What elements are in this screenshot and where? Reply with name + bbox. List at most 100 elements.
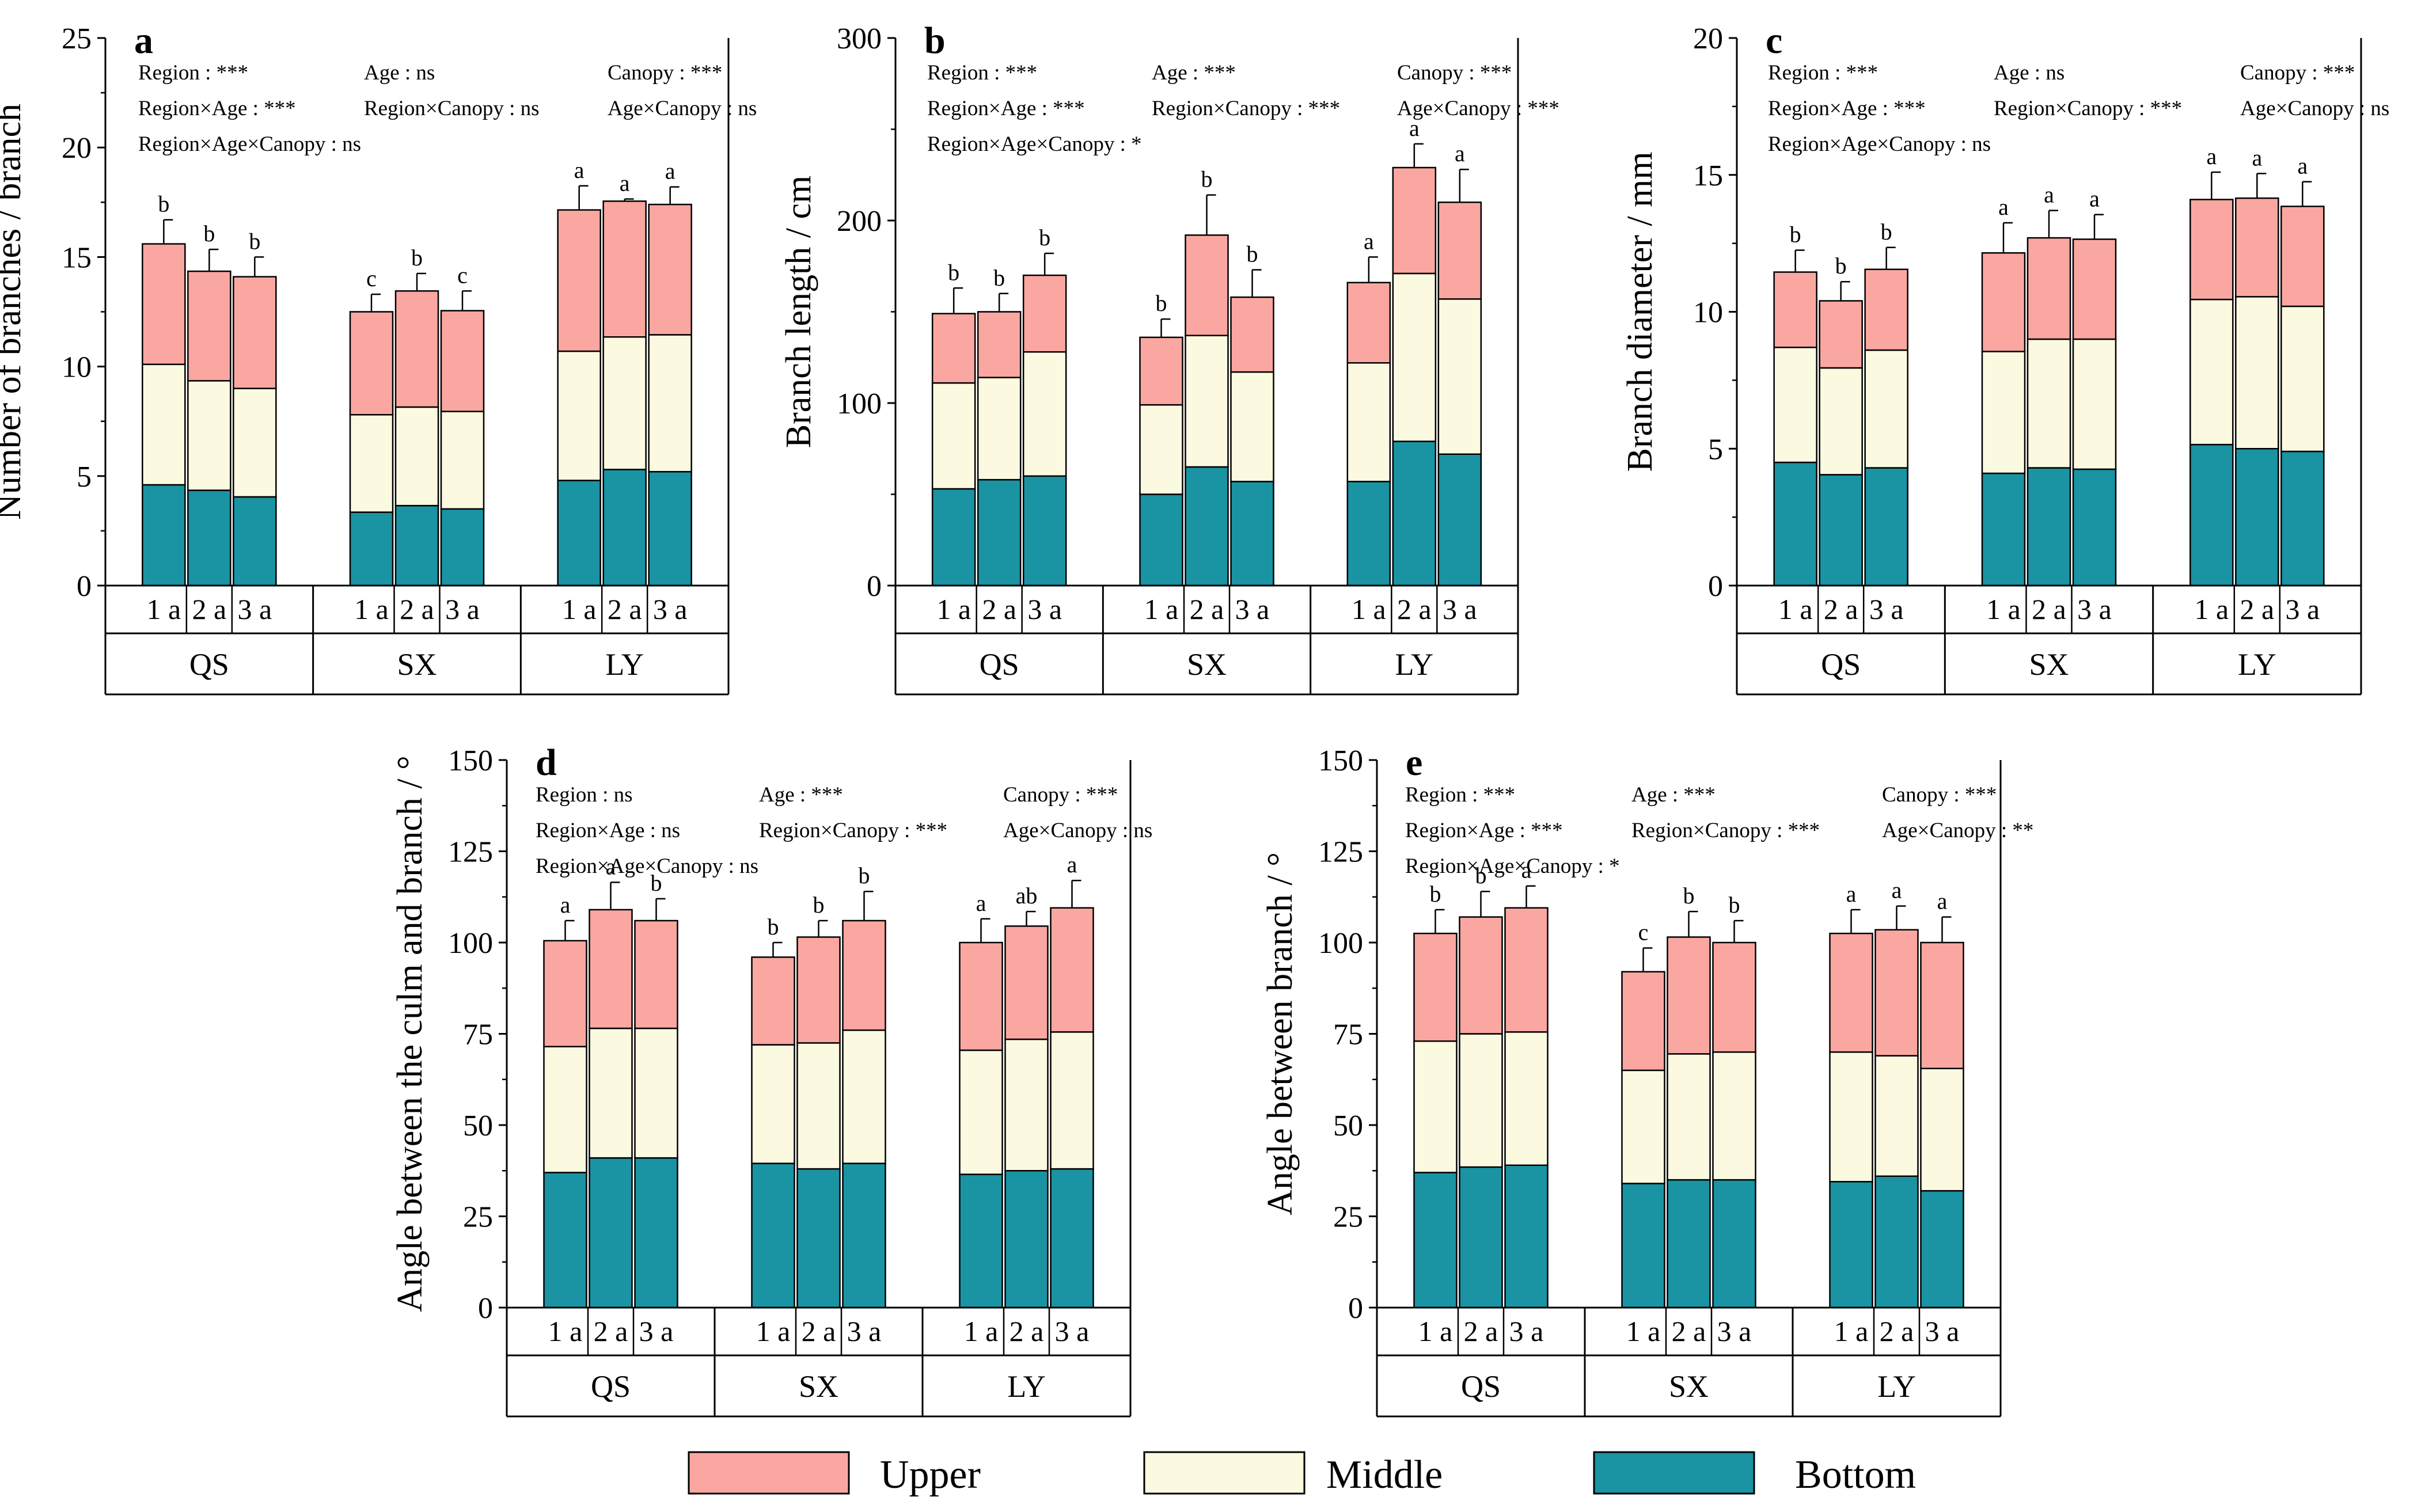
y-axis-label: Number of branches / branch (0, 104, 28, 520)
bar-middle-sx-3 (842, 1029, 886, 1164)
region-label-sx: SX (1187, 647, 1227, 682)
age-label: 2 a (594, 1315, 628, 1347)
significance-letter-upper: a (620, 170, 630, 196)
bar-bottom-ly-2 (2235, 448, 2279, 587)
y-tick-label: 150 (448, 744, 493, 777)
age-label: 1 a (2194, 593, 2229, 625)
age-label: 1 a (146, 593, 181, 625)
bar-middle-qs-2 (977, 377, 1022, 481)
y-tick-label: 200 (837, 205, 882, 238)
stats-annotation: Region×Age×Canopy : ns (536, 854, 758, 878)
significance-letter-upper: b (158, 191, 169, 217)
age-label: 1 a (562, 593, 597, 625)
bar-upper-qs-2 (1819, 300, 1863, 369)
age-label: 1 a (1626, 1315, 1661, 1347)
stats-annotation: Region×Age×Canopy : * (927, 132, 1142, 156)
bar-middle-ly-3 (1437, 298, 1482, 455)
bar-bottom-qs-3 (634, 1157, 678, 1309)
significance-letter-upper: b (1881, 219, 1892, 245)
age-label: 2 a (1190, 593, 1224, 625)
region-label-ly: LY (605, 647, 644, 682)
bar-bottom-qs-1 (1413, 1172, 1458, 1309)
bar-upper-sx-2 (1185, 234, 1229, 336)
bar-middle-sx-2 (1667, 1053, 1711, 1181)
stats-annotation: Region : ns (536, 783, 633, 807)
age-label: 2 a (1397, 593, 1432, 625)
age-label: 1 a (1834, 1315, 1869, 1347)
age-label: 1 a (548, 1315, 583, 1347)
bar-bottom-sx-1 (1139, 493, 1183, 587)
bar-upper-qs-3 (634, 920, 678, 1029)
bar-bottom-sx-1 (349, 511, 394, 587)
significance-letter-upper: a (560, 892, 571, 918)
bar-middle-qs-1 (142, 363, 186, 486)
bar-bottom-ly-1 (2189, 443, 2234, 587)
bar-middle-qs-3 (1022, 351, 1067, 477)
significance-letter-upper: b (1729, 892, 1740, 918)
bar-bottom-qs-2 (589, 1157, 633, 1309)
bar-bottom-ly-3 (648, 470, 692, 587)
bar-middle-ly-1 (959, 1049, 1003, 1175)
bar-upper-ly-3 (2280, 206, 2325, 307)
bar-middle-qs-2 (187, 380, 232, 491)
bar-upper-qs-1 (931, 313, 976, 384)
stats-annotation: Age×Canopy : ** (1882, 819, 2033, 842)
significance-letter-upper: b (948, 259, 959, 285)
age-label: 2 a (1880, 1315, 1914, 1347)
y-tick-label: 0 (867, 570, 882, 603)
bar-middle-ly-2 (602, 336, 647, 470)
bar-middle-sx-3 (1712, 1051, 1756, 1181)
bar-middle-sx-2 (796, 1042, 841, 1170)
stats-annotation: Canopy : *** (2240, 61, 2355, 85)
significance-letter-upper: b (1247, 241, 1258, 267)
age-label: 3 a (1717, 1315, 1752, 1347)
bar-upper-sx-2 (2026, 237, 2071, 340)
stats-annotation: Region×Age×Canopy : * (1405, 854, 1620, 878)
bar-middle-sx-1 (751, 1044, 795, 1164)
bar-middle-ly-1 (2189, 298, 2234, 446)
age-label: 1 a (936, 593, 971, 625)
age-label: 3 a (653, 593, 688, 625)
bar-upper-sx-1 (751, 956, 795, 1046)
y-tick-label: 50 (463, 1110, 493, 1142)
bar-upper-qs-2 (977, 311, 1022, 378)
significance-letter-upper: a (2206, 143, 2217, 169)
y-tick-label: 0 (478, 1292, 493, 1325)
age-label: 1 a (1778, 593, 1813, 625)
bar-upper-ly-2 (2235, 197, 2279, 298)
bar-middle-sx-2 (1185, 335, 1229, 468)
bar-bottom-sx-2 (2026, 467, 2071, 587)
panel-label: e (1406, 742, 1422, 784)
stats-annotation: Age×Canopy : ns (608, 97, 757, 120)
bar-middle-sx-1 (1981, 351, 2026, 474)
bar-bottom-sx-2 (796, 1168, 841, 1309)
bar-upper-qs-1 (543, 940, 587, 1047)
bar-upper-qs-1 (142, 243, 186, 366)
bar-bottom-ly-3 (1920, 1190, 1964, 1309)
significance-letter-upper: b (768, 914, 779, 940)
stats-annotation: Canopy : *** (608, 61, 722, 85)
age-label: 3 a (1027, 593, 1062, 625)
bar-bottom-sx-3 (842, 1163, 886, 1309)
bar-upper-qs-2 (187, 270, 232, 382)
y-tick-label: 20 (1693, 22, 1723, 55)
bar-middle-qs-2 (1819, 367, 1863, 476)
significance-letter-upper: b (1156, 290, 1167, 316)
stats-annotation: Region×Canopy : *** (1152, 97, 1340, 120)
bar-middle-ly-2 (1874, 1055, 1919, 1177)
bar-bottom-sx-3 (440, 508, 485, 587)
bar-upper-sx-3 (1230, 296, 1274, 373)
bar-bottom-ly-2 (1392, 440, 1437, 587)
bar-bottom-qs-3 (233, 496, 277, 587)
panel-label: c (1766, 20, 1782, 62)
bar-middle-qs-3 (1864, 349, 1908, 469)
bar-bottom-ly-3 (1050, 1168, 1094, 1309)
significance-letter-upper: a (2089, 186, 2100, 212)
y-tick-label: 25 (463, 1201, 493, 1234)
significance-letter-upper: a (2252, 145, 2262, 170)
bar-upper-ly-2 (1392, 166, 1437, 275)
region-label-ly: LY (1877, 1369, 1916, 1404)
bar-upper-ly-3 (1437, 202, 1482, 300)
